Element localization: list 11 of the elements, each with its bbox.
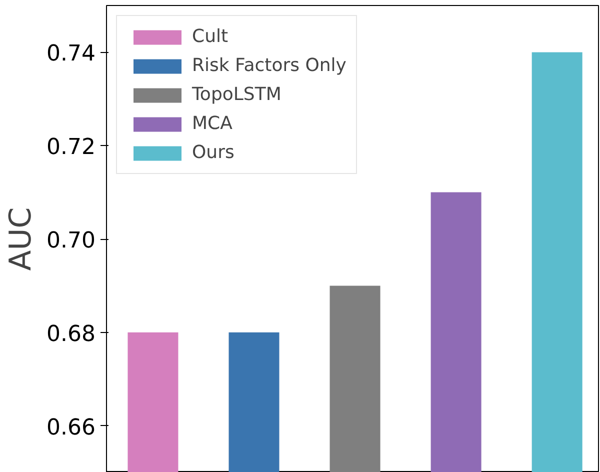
- y-tick-label: 0.66: [46, 415, 96, 440]
- legend-label: Risk Factors Only: [192, 55, 346, 76]
- legend-label: Ours: [192, 142, 234, 163]
- y-tick-label: 0.72: [46, 135, 96, 160]
- y-tick-label: 0.70: [46, 228, 96, 254]
- legend-label: TopoLSTM: [192, 84, 282, 105]
- y-axis-title: AUC: [4, 207, 39, 271]
- legend-label: Cult: [192, 26, 228, 47]
- y-tick-label: 0.68: [46, 322, 96, 347]
- legend-label: MCA: [192, 113, 232, 134]
- y-tick-label: 0.74: [46, 42, 96, 67]
